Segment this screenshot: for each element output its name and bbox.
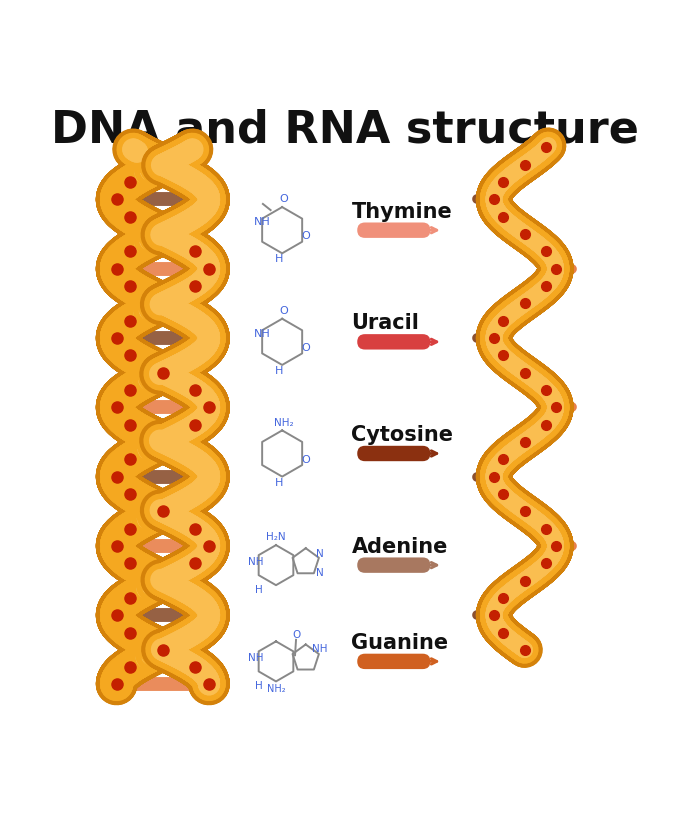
Text: H: H [275, 366, 283, 376]
FancyBboxPatch shape [357, 334, 430, 350]
Text: O: O [279, 306, 288, 316]
Text: H: H [255, 681, 263, 691]
Text: H: H [275, 255, 283, 264]
Text: NH₂: NH₂ [274, 418, 293, 428]
Text: H: H [275, 478, 283, 488]
Text: NH: NH [254, 329, 271, 339]
Text: H₂N: H₂N [267, 533, 286, 543]
Text: Uracil: Uracil [351, 314, 419, 333]
FancyBboxPatch shape [357, 654, 430, 669]
FancyBboxPatch shape [357, 222, 430, 238]
Text: O: O [301, 232, 310, 241]
Text: NH: NH [248, 654, 264, 663]
FancyBboxPatch shape [357, 557, 430, 573]
Text: Thymine: Thymine [351, 202, 452, 222]
Text: H: H [255, 585, 263, 594]
Text: NH₂: NH₂ [267, 684, 285, 694]
Text: Adenine: Adenine [351, 537, 448, 557]
Text: O: O [292, 631, 300, 640]
Text: Guanine: Guanine [351, 633, 449, 653]
Text: DNA and RNA structure: DNA and RNA structure [50, 108, 639, 152]
Text: Cytosine: Cytosine [351, 425, 454, 445]
Text: NH: NH [312, 644, 327, 654]
Text: N: N [316, 568, 324, 578]
Text: O: O [279, 195, 288, 204]
Text: O: O [301, 343, 310, 353]
FancyBboxPatch shape [357, 446, 430, 461]
Text: NH: NH [254, 218, 271, 227]
Text: NH: NH [248, 557, 264, 567]
Text: N: N [316, 549, 324, 559]
Text: O: O [301, 455, 310, 465]
